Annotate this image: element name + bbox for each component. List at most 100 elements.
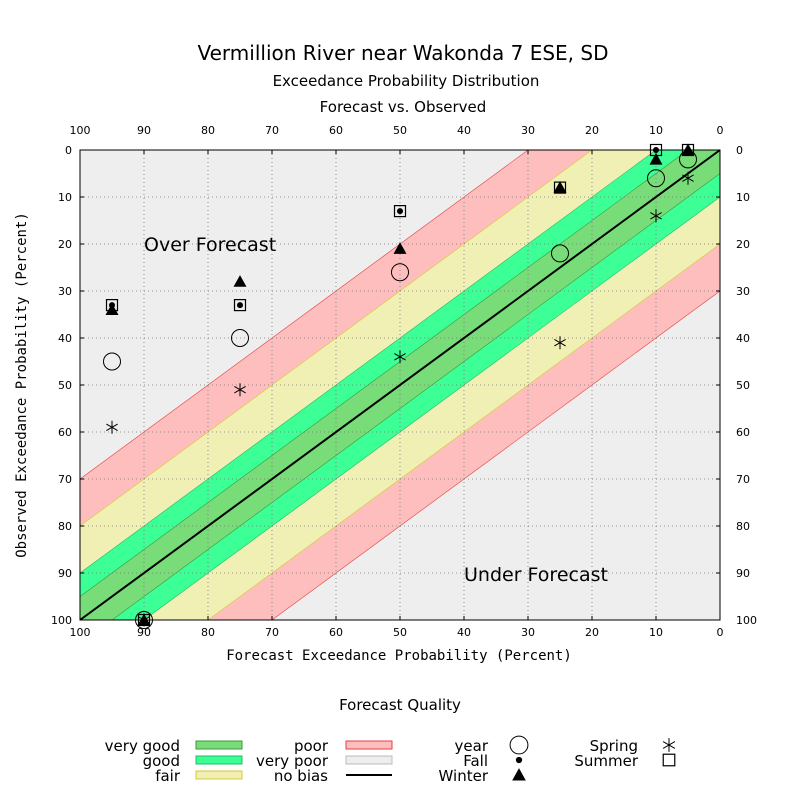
legend-title: Forecast Quality [339,696,461,714]
legend-label-very-good: very good [105,737,180,755]
point-spring [554,336,566,350]
data-points [103,143,697,629]
y-tick-label: 10 [58,191,72,204]
chart-title: Vermillion River near Wakonda 7 ESE, SD [198,41,609,65]
x-tick-label: 80 [201,626,215,639]
y-tick-label-right: 30 [736,285,750,298]
legend-marker-year [509,735,529,755]
legend-marker-fall [515,756,523,764]
x-tick-label: 0 [717,626,724,639]
point-spring [650,209,662,223]
legend-label-very-poor: very poor [256,752,329,770]
point-winter [681,143,695,156]
y-tick-label: 50 [58,379,72,392]
legend-label-no-bias: no bias [274,767,328,785]
point-winter [233,275,247,287]
y-tick-label-right: 70 [736,473,750,486]
x-tick-label: 10 [649,626,663,639]
y-tick-label-right: 40 [736,332,750,345]
point-spring [682,171,694,185]
legend-marker-spring [662,738,676,752]
y-tick-label-right: 60 [736,426,750,439]
point-fall [653,147,659,153]
point-winter [553,181,567,193]
x-tick-label: 70 [265,626,279,639]
legend-label-fair: fair [155,767,181,785]
legend-swatch-very-good [195,740,243,750]
point-year [551,244,569,263]
y-tick-label: 70 [58,473,72,486]
legend-label-fall: Fall [463,752,488,770]
y-tick-label-right: 90 [736,567,750,580]
y-tick-label: 80 [58,520,72,533]
y-tick-label: 40 [58,332,72,345]
legend-swatch-poor [345,740,393,750]
x-tick-label-top: 20 [585,124,599,137]
y-tick-label-right: 10 [736,191,750,204]
no-bias-line [79,149,721,621]
point-year [135,611,153,629]
legend-label-poor: poor [294,737,329,755]
legend-swatch-very-poor [345,755,393,765]
y-tick-label: 30 [58,285,72,298]
y-tick-label: 90 [58,567,72,580]
point-fall [237,302,243,309]
legend-swatch-fair [195,770,243,780]
y-tick-label-right: 100 [736,614,757,627]
x-tick-label-top: 40 [457,124,471,137]
legend-label-good: good [143,752,180,770]
legend-swatch-good [195,755,243,765]
x-tick-label-top: 60 [329,124,343,137]
point-year [231,329,249,347]
x-tick-label: 60 [329,626,343,639]
legend-marker-summer [662,753,676,767]
point-winter [137,613,151,626]
x-tick-label: 50 [393,626,407,639]
chart-subtitle-1: Exceedance Probability Distribution [273,72,540,90]
point-spring [234,383,246,397]
x-axis-label: Forecast Exceedance Probability (Percent… [226,648,572,664]
y-tick-label-right: 0 [736,144,743,157]
point-year [103,352,121,371]
x-tick-label-top: 80 [201,124,215,137]
point-year [391,263,409,282]
y-axis-label: Observed Exceedance Probability (Percent… [14,212,30,558]
annotation-over-forecast: Over Forecast [144,234,276,256]
point-summer [393,205,407,218]
x-tick-label: 90 [137,626,151,639]
legend-label-spring: Spring [590,737,638,755]
x-tick-label-top: 50 [393,124,407,137]
legend-label-year: year [455,737,489,755]
point-spring [394,350,406,364]
x-tick-label: 100 [70,626,91,639]
y-tick-label: 20 [58,238,72,251]
point-winter [105,303,119,315]
point-fall [397,208,403,215]
x-tick-label-top: 0 [717,124,724,137]
legend-label-summer: Summer [574,752,638,770]
x-tick-label-top: 100 [70,124,91,137]
y-tick-label-right: 20 [736,238,750,251]
y-tick-label: 100 [51,614,72,627]
x-tick-label-top: 10 [649,124,663,137]
x-tick-label: 20 [585,626,599,639]
chart-subtitle-2: Forecast vs. Observed [320,98,487,116]
point-spring [106,420,118,434]
point-winter [649,152,663,165]
x-tick-label: 30 [521,626,535,639]
point-summer [233,299,247,312]
y-tick-label-right: 50 [736,379,750,392]
x-tick-label-top: 30 [521,124,535,137]
legend-label-winter: Winter [439,767,489,785]
annotation-under-forecast: Under Forecast [464,564,608,586]
x-tick-label: 40 [457,626,471,639]
x-tick-label-top: 70 [265,124,279,137]
y-tick-label-right: 80 [736,520,750,533]
x-tick-label-top: 90 [137,124,151,137]
point-year [647,169,665,188]
y-tick-label: 0 [65,144,72,157]
